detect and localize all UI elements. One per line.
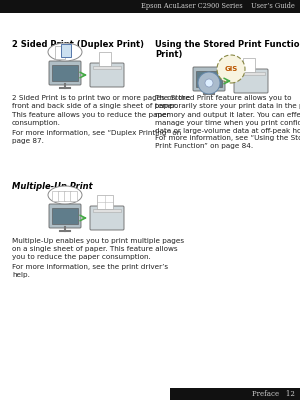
Text: Multiple-Up enables you to print multiple pages
on a single sheet of paper. This: Multiple-Up enables you to print multipl… (12, 238, 184, 260)
Text: Epson AcuLaser C2900 Series    User’s Guide: Epson AcuLaser C2900 Series User’s Guide (141, 2, 295, 10)
FancyBboxPatch shape (52, 191, 59, 201)
FancyBboxPatch shape (49, 204, 81, 228)
FancyBboxPatch shape (193, 67, 225, 91)
FancyBboxPatch shape (234, 69, 268, 93)
FancyBboxPatch shape (99, 52, 111, 66)
FancyBboxPatch shape (70, 191, 77, 201)
FancyBboxPatch shape (49, 61, 81, 85)
Text: For more information, see the print driver’s
help.: For more information, see the print driv… (12, 264, 168, 278)
FancyBboxPatch shape (90, 63, 124, 87)
Text: For more information, see “Using the Stored
Print Function” on page 84.: For more information, see “Using the Sto… (155, 135, 300, 149)
FancyBboxPatch shape (55, 46, 65, 59)
Text: 2 Sided Print (Duplex Print): 2 Sided Print (Duplex Print) (12, 40, 144, 49)
Text: Multiple-Up Print: Multiple-Up Print (12, 182, 93, 191)
Ellipse shape (48, 43, 82, 61)
Ellipse shape (48, 186, 82, 204)
FancyBboxPatch shape (52, 208, 78, 224)
FancyBboxPatch shape (64, 191, 71, 201)
FancyBboxPatch shape (0, 0, 300, 13)
Circle shape (205, 79, 213, 87)
FancyBboxPatch shape (61, 44, 71, 57)
Text: GIS: GIS (224, 66, 238, 72)
FancyBboxPatch shape (93, 209, 121, 212)
Text: Using the Stored Print Function (Stored
Print): Using the Stored Print Function (Stored … (155, 40, 300, 59)
FancyBboxPatch shape (93, 66, 121, 69)
Text: 2 Sided Print is to print two or more pages on the
front and back side of a sing: 2 Sided Print is to print two or more pa… (12, 95, 190, 126)
Text: The Stored Print feature allows you to
temporarily store your print data in the : The Stored Print feature allows you to t… (155, 95, 300, 134)
FancyBboxPatch shape (243, 58, 255, 72)
Text: For more information, see “Duplex Printing” on
page 87.: For more information, see “Duplex Printi… (12, 130, 181, 144)
Circle shape (198, 72, 220, 94)
FancyBboxPatch shape (90, 206, 124, 230)
FancyBboxPatch shape (196, 71, 222, 87)
FancyBboxPatch shape (58, 191, 65, 201)
FancyBboxPatch shape (237, 72, 265, 75)
FancyBboxPatch shape (52, 65, 78, 81)
FancyBboxPatch shape (170, 388, 300, 400)
FancyBboxPatch shape (97, 195, 113, 209)
Circle shape (217, 55, 245, 83)
Text: Preface   12: Preface 12 (252, 390, 295, 398)
